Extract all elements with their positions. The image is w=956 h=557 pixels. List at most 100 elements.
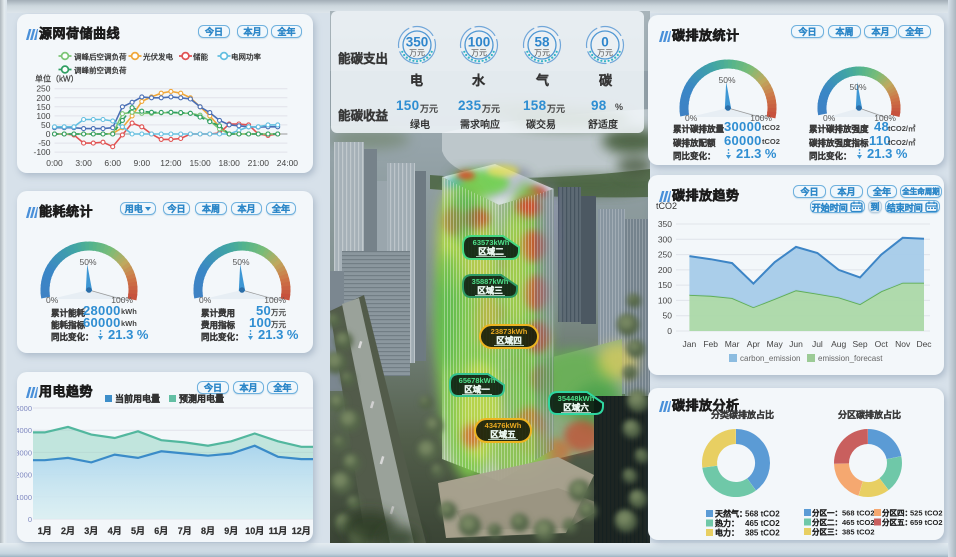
svg-text:区域三: 区域三 xyxy=(477,286,503,296)
svg-text:2000: 2000 xyxy=(17,471,32,480)
svg-text:-50: -50 xyxy=(38,138,51,148)
svg-text:1月: 1月 xyxy=(38,526,52,536)
svg-text:350: 350 xyxy=(406,35,429,50)
svg-text:250: 250 xyxy=(36,84,50,94)
svg-text:465 tCO2: 465 tCO2 xyxy=(842,518,875,527)
svg-text:4000: 4000 xyxy=(17,426,32,435)
svg-text:单位（kW）: 单位（kW） xyxy=(35,74,79,84)
svg-text:15:00: 15:00 xyxy=(189,158,211,168)
svg-text:5月: 5月 xyxy=(131,526,145,536)
svg-text:100: 100 xyxy=(468,35,491,50)
svg-text:50%: 50% xyxy=(232,257,249,267)
svg-text:分区二：: 分区二： xyxy=(812,517,842,527)
svg-text:0%: 0% xyxy=(823,113,836,123)
svg-text:200: 200 xyxy=(658,265,672,275)
svg-text:385 tCO2: 385 tCO2 xyxy=(842,528,875,537)
svg-text:11月: 11月 xyxy=(269,526,288,536)
svg-text:568 tCO2: 568 tCO2 xyxy=(745,510,780,519)
svg-text:区域六: 区域六 xyxy=(563,403,589,413)
svg-text:35448kWh: 35448kWh xyxy=(558,394,595,403)
svg-text:May: May xyxy=(767,339,784,349)
svg-text:Jan: Jan xyxy=(683,339,697,349)
svg-text:万元: 万元 xyxy=(534,49,550,58)
svg-text:carbon_emission: carbon_emission xyxy=(740,354,800,363)
svg-text:150: 150 xyxy=(658,280,672,290)
svg-text:5000: 5000 xyxy=(17,404,32,413)
svg-text:热力：: 热力： xyxy=(715,518,739,528)
svg-text:18:00: 18:00 xyxy=(219,158,241,168)
svg-text:调峰后空调负荷: 调峰后空调负荷 xyxy=(74,52,127,62)
svg-text:568 tCO2: 568 tCO2 xyxy=(842,509,875,518)
svg-text:万元: 万元 xyxy=(471,49,487,58)
svg-text:Sep: Sep xyxy=(852,339,867,349)
svg-text:Aug: Aug xyxy=(831,339,846,349)
svg-text:250: 250 xyxy=(658,250,672,260)
svg-text:465 tCO2: 465 tCO2 xyxy=(745,519,780,528)
svg-text:万元: 万元 xyxy=(409,49,425,58)
svg-text:21:00: 21:00 xyxy=(248,158,270,168)
svg-text:100%: 100% xyxy=(264,295,286,305)
svg-text:2月: 2月 xyxy=(61,526,75,536)
svg-text:Feb: Feb xyxy=(703,339,718,349)
svg-text:0%: 0% xyxy=(685,113,698,123)
svg-text:50%: 50% xyxy=(718,75,735,85)
svg-text:65678kWh: 65678kWh xyxy=(459,376,496,385)
svg-text:300: 300 xyxy=(658,234,672,244)
svg-text:Dec: Dec xyxy=(916,339,932,349)
svg-text:100: 100 xyxy=(658,295,672,305)
svg-text:调峰前空调负荷: 调峰前空调负荷 xyxy=(74,65,127,75)
svg-text:Oct: Oct xyxy=(875,339,889,349)
svg-text:350: 350 xyxy=(658,219,672,229)
svg-text:8月: 8月 xyxy=(201,526,215,536)
svg-text:63573kWh: 63573kWh xyxy=(473,238,510,247)
svg-text:区域一: 区域一 xyxy=(464,385,490,395)
svg-text:58: 58 xyxy=(534,35,550,50)
svg-text:100%: 100% xyxy=(111,295,133,305)
svg-text:预测用电量: 预测用电量 xyxy=(179,393,224,404)
svg-text:万元: 万元 xyxy=(597,49,613,58)
svg-text:12:00: 12:00 xyxy=(160,158,182,168)
svg-text:当前用电量: 当前用电量 xyxy=(115,393,160,404)
svg-text:区域四: 区域四 xyxy=(496,336,522,346)
svg-text:100%: 100% xyxy=(750,113,772,123)
svg-text:4月: 4月 xyxy=(108,526,122,536)
svg-text:电力：: 电力： xyxy=(715,528,739,538)
svg-text:0%: 0% xyxy=(199,295,212,305)
svg-text:200: 200 xyxy=(36,93,50,103)
svg-text:区域五: 区域五 xyxy=(490,430,516,440)
svg-text:分区五：: 分区五： xyxy=(882,517,912,527)
svg-text:Mar: Mar xyxy=(725,339,740,349)
svg-text:9月: 9月 xyxy=(224,526,238,536)
svg-text:50: 50 xyxy=(663,311,673,321)
svg-text:Apr: Apr xyxy=(747,339,760,349)
svg-text:分区一：: 分区一： xyxy=(812,508,842,518)
svg-text:0: 0 xyxy=(28,515,32,524)
svg-text:3000: 3000 xyxy=(17,448,32,457)
svg-text:10月: 10月 xyxy=(245,526,264,536)
svg-text:3:00: 3:00 xyxy=(75,158,92,168)
svg-text:43476kWh: 43476kWh xyxy=(485,421,522,430)
svg-text:分区四：: 分区四： xyxy=(882,508,912,518)
svg-text:光伏发电: 光伏发电 xyxy=(143,52,173,62)
svg-text:0: 0 xyxy=(46,129,51,139)
svg-text:0: 0 xyxy=(601,35,609,50)
svg-text:24:00: 24:00 xyxy=(277,158,299,168)
svg-text:天然气：: 天然气： xyxy=(715,509,747,519)
svg-text:储能: 储能 xyxy=(193,52,208,62)
svg-text:100: 100 xyxy=(36,111,50,121)
svg-text:7月: 7月 xyxy=(178,526,192,536)
svg-text:Jul: Jul xyxy=(812,339,823,349)
svg-text:0:00: 0:00 xyxy=(46,158,63,168)
svg-text:Jun: Jun xyxy=(789,339,803,349)
svg-text:电网功率: 电网功率 xyxy=(231,52,261,62)
svg-text:-100: -100 xyxy=(33,147,50,157)
svg-text:3月: 3月 xyxy=(84,526,98,536)
svg-text:35887kWh: 35887kWh xyxy=(472,277,509,286)
svg-text:1000: 1000 xyxy=(17,493,32,502)
svg-text:emission_forecast: emission_forecast xyxy=(818,354,883,363)
svg-text:23873kWh: 23873kWh xyxy=(491,327,528,336)
svg-text:分区三：: 分区三： xyxy=(812,527,842,537)
svg-text:385 tCO2: 385 tCO2 xyxy=(745,529,780,538)
svg-text:9:00: 9:00 xyxy=(134,158,151,168)
svg-text:150: 150 xyxy=(36,102,50,112)
